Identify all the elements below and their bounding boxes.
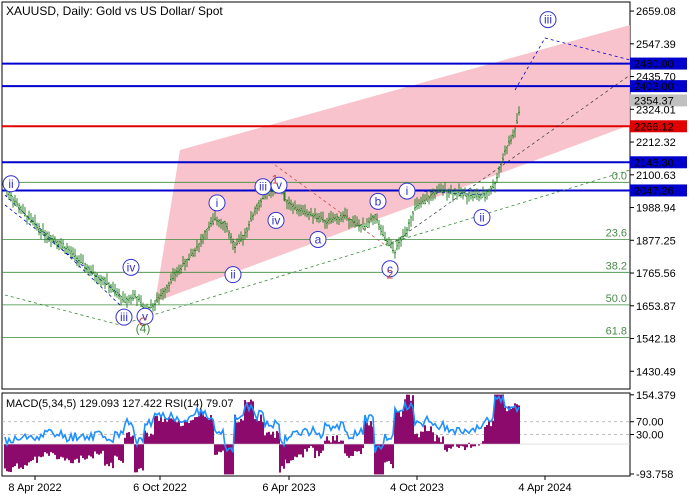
y-tick-label: 2435.70	[636, 72, 676, 84]
x-tick-label: 8 Apr 2022	[8, 482, 61, 494]
wave-label: 2	[387, 268, 394, 282]
wave-label: ii	[230, 268, 235, 282]
fib-label: 38.2	[606, 260, 627, 272]
fib-label: 61.8	[606, 325, 627, 337]
y-tick-label: 1430.49	[636, 366, 676, 378]
wave-label: i	[216, 196, 219, 210]
wave-label: ii	[479, 210, 484, 224]
wave-line	[274, 164, 386, 246]
y-tick-label: 1988.94	[636, 203, 676, 215]
wave-label-circle	[208, 194, 226, 212]
y-tick-label: 2659.08	[636, 6, 676, 18]
level-price-label: 2266.12	[634, 121, 674, 133]
wave-label-circle	[122, 258, 140, 276]
level-price-label: 2480.00	[634, 59, 674, 71]
wave-label-circle	[2, 175, 20, 193]
level-price-label: 2403.00	[634, 81, 674, 93]
y-tick-label: 2547.39	[636, 39, 676, 51]
wave-label: C	[139, 315, 148, 329]
level-price-box	[630, 80, 687, 93]
fib-label: 0.0	[612, 170, 627, 182]
y-tick-label: 2324.01	[636, 104, 676, 116]
wave-label-circle	[381, 260, 399, 278]
price-channel	[155, 25, 630, 302]
level-price-box	[630, 57, 687, 70]
x-tick-label: 4 Oct 2023	[390, 482, 444, 494]
wave-label: c	[387, 262, 393, 276]
wave-label: iv	[272, 213, 281, 227]
wave-label-circle	[398, 182, 416, 200]
y-tick-label: 1877.25	[636, 235, 676, 247]
support-line-dashed	[4, 169, 631, 326]
wave-label: iv	[127, 260, 136, 274]
trend-line-dashed	[389, 74, 631, 246]
y-tick-label: 1765.56	[636, 268, 676, 280]
macd-y-tick-label: -93.758	[636, 469, 673, 481]
macd-label: MACD(5,34,5) 129.093 127.422 RSI(14) 79.…	[6, 398, 233, 410]
wave-label-circle	[309, 230, 327, 248]
wave-label: b	[375, 194, 382, 208]
level-price-label: 2047.26	[634, 185, 674, 197]
level-price-label: 2143.30	[634, 157, 674, 169]
wave-label: a	[315, 232, 322, 246]
wave-label-circle	[115, 308, 133, 326]
x-tick-label: 4 Apr 2024	[518, 482, 571, 494]
wave-label-circle	[369, 192, 387, 210]
wave-label: iii	[120, 310, 128, 324]
y-tick-label: 1653.87	[636, 301, 676, 313]
wave-label: 1	[272, 172, 279, 186]
wave-label-circle	[473, 208, 491, 226]
fib-label: 23.6	[606, 227, 627, 239]
wave-label-circle	[539, 11, 557, 29]
wave-label-circle	[270, 176, 288, 194]
macd-y-tick-label: 70.00	[636, 417, 664, 429]
wave-label: (4)	[136, 321, 151, 335]
wave-label: iii	[544, 13, 552, 27]
macd-y-tick-label: 30.00	[636, 430, 664, 442]
y-tick-label: 2100.63	[636, 170, 676, 182]
fib-label: 50.0	[606, 293, 627, 305]
chart-title: XAUUSD, Daily: Gold vs US Dollar/ Spot	[6, 4, 223, 18]
wave-label: iii	[259, 180, 267, 194]
x-tick-label: 6 Apr 2023	[262, 482, 315, 494]
macd-y-tick-label: 154.379	[636, 390, 676, 402]
rsi-line	[4, 393, 520, 453]
x-tick-label: 6 Oct 2022	[133, 482, 187, 494]
time-axis: 8 Apr 2022 6 Oct 2022 6 Apr 2023 4 Oct 2023…	[8, 476, 572, 494]
wave-label: ii	[8, 177, 13, 191]
level-price-label: 2354.37	[634, 95, 674, 107]
wave-label-circle	[267, 211, 285, 229]
wave-label: v	[142, 309, 148, 323]
y-tick-label: 1542.18	[636, 334, 676, 346]
level-price-box	[630, 156, 687, 169]
wave-label-circle	[224, 266, 242, 284]
projection-line	[514, 37, 631, 91]
level-price-box	[630, 184, 687, 197]
wave-label: v	[276, 178, 282, 192]
level-price-box	[630, 94, 687, 107]
wave-label: i	[406, 184, 409, 198]
price-pane: 0.0 23.6 38.2 50.0 61.8 2480.00 2403.00 2354.37…	[1, 1, 687, 390]
y-tick-label: 2212.32	[636, 137, 676, 149]
wave-label-circle	[136, 307, 154, 325]
level-price-box	[630, 120, 687, 133]
